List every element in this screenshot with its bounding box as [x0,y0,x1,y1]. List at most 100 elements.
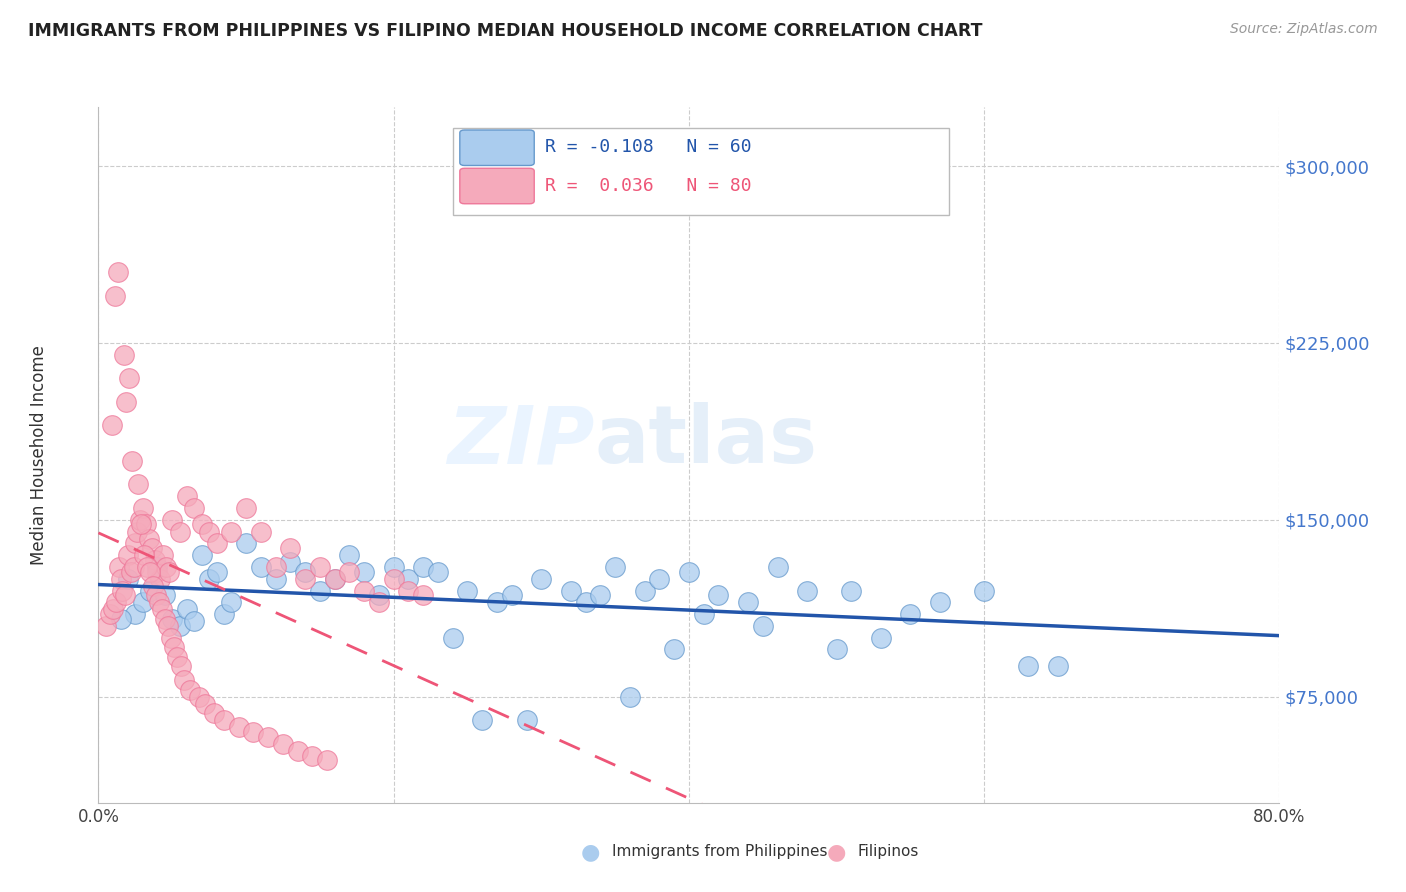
Point [250,524,273,539]
Point [183,614,205,628]
Point [205,536,228,550]
Point [219,524,242,539]
Point [94,619,117,633]
Point [278,555,302,569]
Point [382,572,405,586]
Point [134,548,156,562]
Text: ZIP: ZIP [447,402,595,480]
Point [205,565,228,579]
Point [264,572,287,586]
Point [198,572,221,586]
Point [136,560,159,574]
Point [152,548,174,562]
Point [139,565,162,579]
Point [212,607,235,621]
Point [973,583,995,598]
Point [202,706,225,721]
Point [183,500,205,515]
Point [157,565,180,579]
Point [278,541,302,555]
Point [869,631,891,645]
Point [751,619,773,633]
Text: R = -0.108   N = 60: R = -0.108 N = 60 [546,138,751,156]
Point [839,583,862,598]
Point [301,748,323,763]
Point [501,588,523,602]
Text: Source: ZipAtlas.com: Source: ZipAtlas.com [1230,22,1378,37]
Point [194,697,217,711]
Point [271,737,294,751]
Point [427,565,450,579]
Text: ●: ● [827,842,846,862]
Point [264,560,287,574]
Point [619,690,641,704]
Point [110,572,132,586]
FancyBboxPatch shape [460,169,534,203]
Point [530,572,553,586]
Point [294,572,316,586]
Point [142,579,165,593]
Point [368,595,391,609]
Point [153,588,176,602]
Point [117,548,139,562]
FancyBboxPatch shape [460,130,534,166]
Point [456,583,478,598]
Point [368,588,391,602]
Point [176,489,198,503]
Point [560,583,582,598]
Point [257,730,280,744]
Point [648,572,671,586]
Point [105,595,128,609]
Point [515,713,537,727]
Point [117,572,139,586]
Point [141,541,163,555]
Point [287,744,309,758]
Point [162,513,183,527]
Point [179,682,201,697]
Point [235,500,257,515]
Point [139,583,162,598]
Point [353,583,375,598]
Point [122,560,145,574]
Point [150,602,173,616]
Text: IMMIGRANTS FROM PHILIPPINES VS FILIPINO MEDIAN HOUSEHOLD INCOME CORRELATION CHAR: IMMIGRANTS FROM PHILIPPINES VS FILIPINO … [28,22,983,40]
Point [412,560,434,574]
Point [441,631,464,645]
Point [135,517,157,532]
Point [633,583,655,598]
Point [103,602,125,616]
Point [128,513,150,527]
Point [796,583,818,598]
Point [228,720,250,734]
Point [124,607,146,621]
Point [115,395,138,409]
Point [173,673,195,688]
Point [132,595,155,609]
Point [153,612,176,626]
Point [382,560,405,574]
Point [337,565,360,579]
Point [125,524,148,539]
Point [900,607,922,621]
Point [110,612,132,626]
Point [589,588,612,602]
Point [132,500,155,515]
Point [198,524,221,539]
Point [294,565,316,579]
Point [100,418,122,433]
Point [928,595,950,609]
Point [138,532,160,546]
Point [486,595,509,609]
Point [766,560,789,574]
Point [396,572,419,586]
Text: R =  0.036   N = 80: R = 0.036 N = 80 [546,177,751,194]
Point [212,713,235,727]
Point [159,631,181,645]
Point [118,371,141,385]
Point [166,649,188,664]
Point [143,553,166,567]
Point [145,588,167,602]
Point [316,753,339,767]
Point [242,725,264,739]
Point [323,572,346,586]
